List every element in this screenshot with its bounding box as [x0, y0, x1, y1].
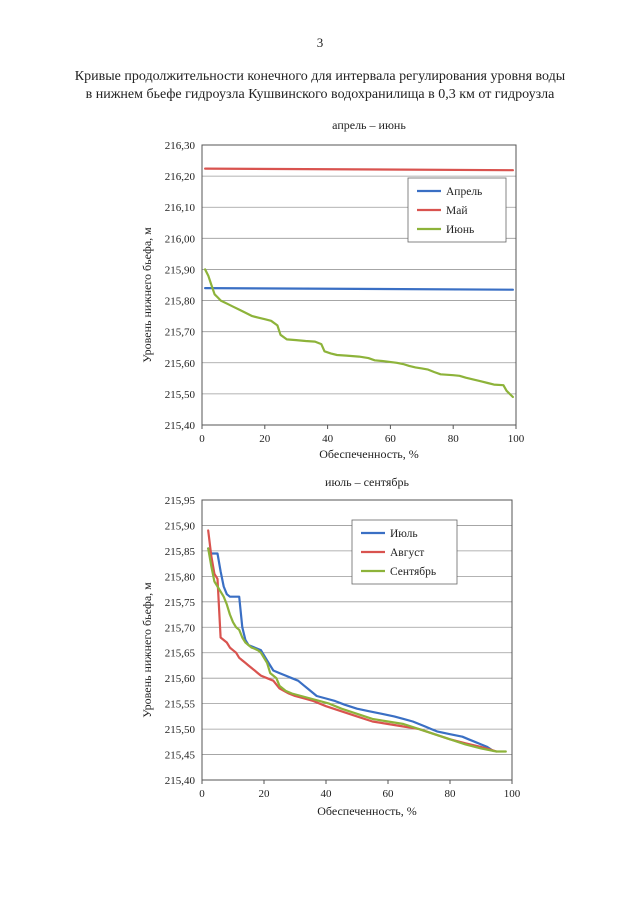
y-tick-label: 215,90: [165, 520, 196, 532]
x-tick-label: 60: [383, 788, 395, 800]
y-tick-label: 215,85: [165, 546, 196, 558]
series-line-1: [204, 287, 515, 291]
legend-entry: Апрель: [446, 186, 482, 198]
y-tick-label: 215,65: [165, 648, 196, 660]
y-tick-label: 215,50: [165, 724, 196, 736]
legend-entry: Август: [390, 547, 424, 559]
y-tick-label: 215,60: [165, 673, 196, 685]
chart-2: июль – сентябрь 215,40 215,45 215,50 215,55 2…: [140, 475, 521, 818]
chart-1: апрель – июнь 215,40 215,50 215,60 215,70 215…: [140, 118, 525, 461]
y-tick-label: 216,20: [165, 171, 196, 183]
x-tick-label: 100: [504, 788, 521, 800]
y-tick-label: 215,70: [165, 327, 196, 339]
series-line-3: [204, 268, 515, 399]
x-tick-label: 80: [445, 788, 457, 800]
y-tick-label: 215,95: [165, 495, 196, 507]
legend-entry: Июнь: [446, 224, 474, 236]
y-tick-label: 215,40: [165, 775, 196, 787]
x-tick-label: 0: [199, 433, 205, 445]
y-tick-label: 215,60: [165, 358, 196, 370]
y-tick-label: 215,40: [165, 420, 196, 432]
y-axis-label: Уровень нижнего бьефа, м: [140, 227, 154, 363]
series-line-2: [204, 167, 515, 172]
chart-title: июль – сентябрь: [325, 475, 409, 489]
legend-box: [351, 519, 458, 585]
legend: Апрель Май Июнь: [407, 177, 507, 243]
page-title-line-2: в нижнем бьефе гидроузла Кушвинского вод…: [85, 87, 555, 102]
x-tick-label: 100: [508, 433, 525, 445]
y-tick-label: 216,10: [165, 202, 196, 214]
series-line-2: [207, 529, 498, 753]
legend: Июль Август Сентябрь: [351, 519, 458, 585]
y-tick-label: 215,80: [165, 571, 196, 583]
plot-area: [201, 144, 517, 426]
x-tick-label: 20: [259, 433, 271, 445]
series-line-3: [207, 547, 507, 753]
page-title-line-1: Кривые продолжительности конечного для и…: [74, 69, 566, 84]
y-tick-label: 215,70: [165, 622, 196, 634]
x-tick-label: 40: [322, 433, 334, 445]
y-tick-label: 215,75: [165, 597, 196, 609]
legend-box: [407, 177, 507, 243]
x-tick-label: 60: [385, 433, 397, 445]
page-title: Кривые продолжительности конечного для и…: [40, 68, 600, 104]
y-tick-label: 215,90: [165, 264, 196, 276]
y-tick-label: 215,80: [165, 296, 196, 308]
legend-entry: Июль: [390, 528, 418, 540]
legend-entry: Сентябрь: [390, 566, 436, 578]
y-tick-label: 216,30: [165, 140, 196, 152]
x-tick-label: 40: [321, 788, 333, 800]
y-tick-label: 215,55: [165, 699, 196, 711]
y-tick-label: 215,50: [165, 389, 196, 401]
y-axis-label: Уровень нижнего бьефа, м: [140, 582, 154, 718]
y-tick-label: 215,45: [165, 750, 196, 762]
x-tick-label: 20: [259, 788, 271, 800]
legend-entry: Май: [446, 205, 467, 217]
x-tick-label: 80: [448, 433, 460, 445]
page-number: 3: [316, 35, 324, 50]
chart-title: апрель – июнь: [332, 118, 406, 132]
series-line-1: [207, 547, 495, 753]
x-tick-label: 0: [199, 788, 205, 800]
y-tick-label: 216,00: [165, 233, 196, 245]
plot-area: [201, 499, 513, 781]
x-axis-label: Обеспеченность, %: [317, 804, 417, 818]
x-axis-label: Обеспеченность, %: [319, 447, 419, 461]
